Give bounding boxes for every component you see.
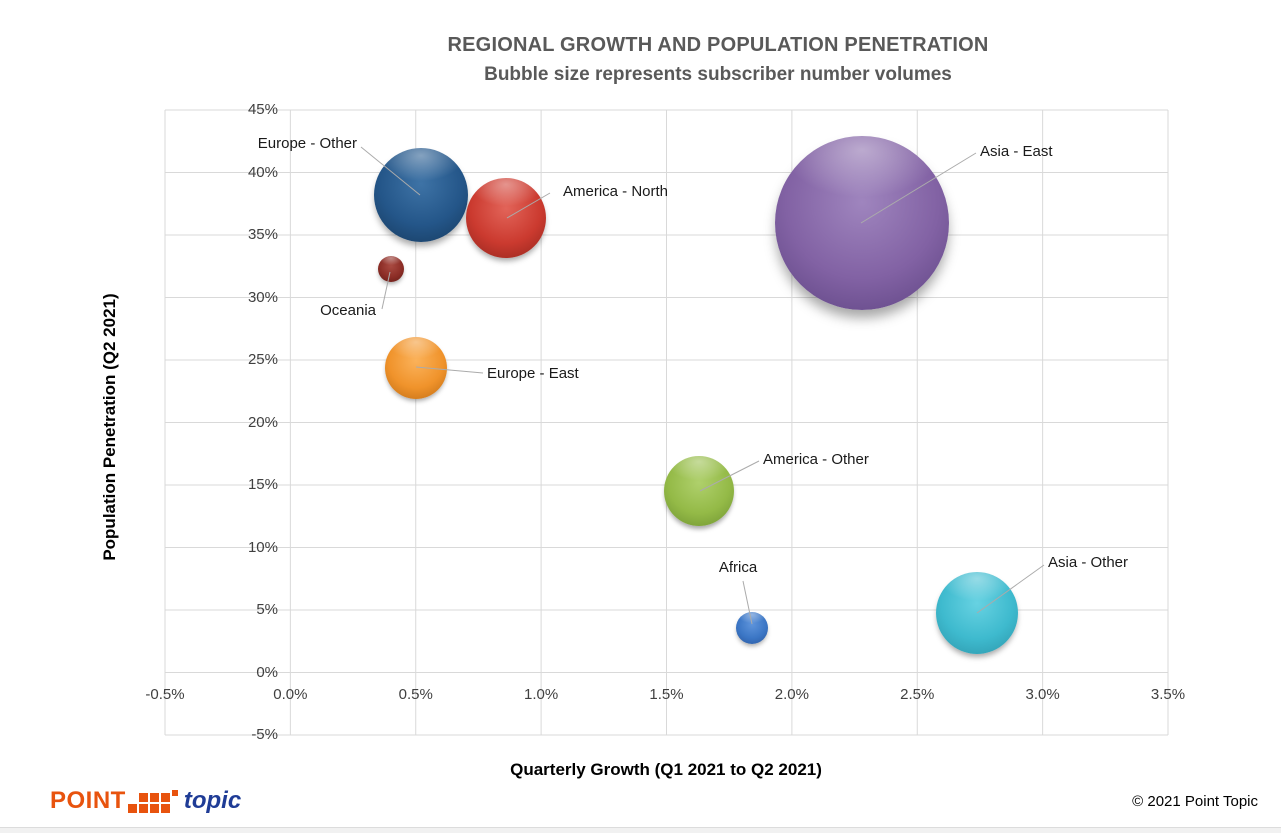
bubble-label-europe-other: Europe - Other	[257, 135, 357, 152]
x-tick-label: 0.5%	[398, 686, 433, 703]
y-tick-label: 20%	[247, 413, 278, 431]
y-tick-label: -5%	[251, 726, 278, 743]
y-tick-label: 10%	[247, 538, 278, 556]
logo-point-text: POINT	[50, 787, 126, 814]
copyright-text: © 2021 Point Topic	[1132, 793, 1258, 810]
x-tick-label: 2.0%	[774, 686, 809, 703]
bubble-label-europe-east: Europe - East	[487, 365, 579, 382]
bubble-label-oceania: Oceania	[320, 302, 376, 319]
bubble-label-america-other: America - Other	[763, 451, 869, 468]
x-tick-label: -0.5%	[145, 686, 185, 703]
x-tick-label: 2.5%	[900, 686, 935, 703]
y-tick-label: 0%	[256, 663, 278, 681]
y-tick-label: 35%	[247, 226, 278, 243]
point-topic-logo: POINT topic	[50, 786, 241, 816]
x-tick-label: 3.0%	[1025, 686, 1060, 703]
y-tick-label: 5%	[256, 601, 278, 618]
y-tick-label: 40%	[247, 163, 278, 181]
x-tick-label: 0.0%	[273, 686, 308, 703]
logo-dots-icon	[127, 790, 178, 813]
bubble-label-asia-east: Asia - East	[980, 143, 1053, 160]
bubble-label-asia-other: Asia - Other	[1048, 554, 1129, 571]
x-axis-title: Quarterly Growth (Q1 2021 to Q2 2021)	[510, 760, 822, 779]
y-tick-label: 25%	[247, 351, 278, 368]
bottom-strip	[0, 827, 1281, 833]
x-tick-label: 1.5%	[649, 686, 684, 703]
logo-topic-text: topic	[183, 787, 242, 814]
chart-title: REGIONAL GROWTH AND POPULATION PENETRATI…	[447, 34, 989, 56]
x-tick-label: 3.5%	[1150, 686, 1186, 703]
bubble-label-america-north: America - North	[563, 183, 669, 200]
bubble-label-africa: Africa	[718, 559, 758, 576]
y-tick-label: 30%	[247, 288, 278, 306]
x-tick-label: 1.0%	[524, 686, 559, 703]
y-tick-label: 15%	[247, 476, 278, 493]
y-tick-label: 45%	[247, 101, 278, 118]
chart-subtitle: Bubble size represents subscriber number…	[484, 64, 952, 85]
